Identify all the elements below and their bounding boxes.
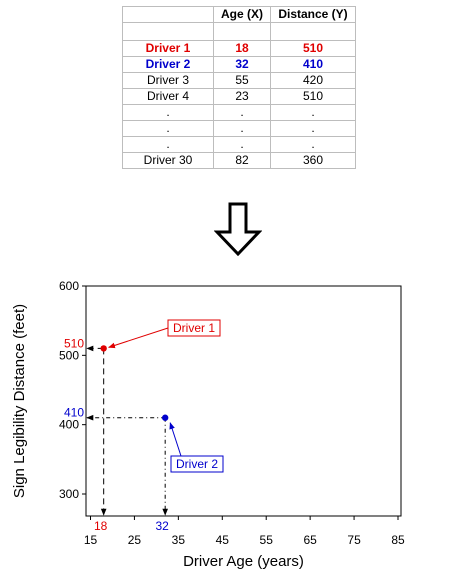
table-header-row: Age (X) Distance (Y) <box>122 6 356 23</box>
scatter-chart: 300 400 500 600 15 25 35 45 55 65 75 85 Driver Age (… <box>11 279 405 570</box>
row-distance: 510 <box>270 88 356 105</box>
table-row: . . . <box>122 104 356 121</box>
row-age: 18 <box>213 40 271 57</box>
header-driver <box>122 6 214 23</box>
row-label: . <box>122 120 214 137</box>
x-tick-label: 15 <box>84 533 98 547</box>
point-x-value-label: 32 <box>155 519 169 533</box>
y-tick-label: 500 <box>59 348 79 362</box>
x-tick-label: 55 <box>260 533 274 547</box>
row-distance: . <box>270 104 356 121</box>
callout-arrow <box>169 422 182 457</box>
table-row: Driver 1 18 510 <box>122 40 356 57</box>
callout-label: Driver 2 <box>176 457 218 471</box>
row-label: Driver 1 <box>122 40 214 57</box>
y-tick-label: 400 <box>59 418 79 432</box>
point-y-value-label: 510 <box>64 336 84 350</box>
header-distance: Distance (Y) <box>270 6 356 23</box>
y-tick-label: 300 <box>59 487 79 501</box>
row-label: . <box>122 104 214 121</box>
x-tick-label: 35 <box>172 533 186 547</box>
table-row: Driver 2 32 410 <box>122 56 356 73</box>
row-age: . <box>213 136 271 153</box>
row-label: . <box>122 136 214 153</box>
table-row: . . . <box>122 120 356 137</box>
callout-label: Driver 1 <box>173 321 215 335</box>
data-point <box>161 414 169 421</box>
row-age: . <box>213 104 271 121</box>
y-axis-label: Sign Legibility Distance (feet) <box>11 304 28 498</box>
table-spacer-row <box>122 22 356 41</box>
table-row: Driver 4 23 510 <box>122 88 356 105</box>
point-y-value-label: 410 <box>64 406 84 420</box>
row-label: Driver 3 <box>122 72 214 89</box>
row-age: 55 <box>213 72 271 89</box>
row-distance: 360 <box>270 152 356 169</box>
row-age: 82 <box>213 152 271 169</box>
row-age: . <box>213 120 271 137</box>
row-distance: 510 <box>270 40 356 57</box>
down-arrow-icon <box>213 202 263 257</box>
data-table: Age (X) Distance (Y) Driver 1 18 510 Dri… <box>122 6 356 169</box>
x-tick-label: 65 <box>303 533 317 547</box>
row-age: 32 <box>213 56 271 73</box>
x-tick-label: 85 <box>391 533 405 547</box>
row-distance: . <box>270 136 356 153</box>
table-row: Driver 3 55 420 <box>122 72 356 89</box>
row-distance: . <box>270 120 356 137</box>
table-row: . . . <box>122 136 356 153</box>
y-tick-label: 600 <box>59 279 79 293</box>
data-point <box>100 345 107 352</box>
x-tick-label: 25 <box>128 533 142 547</box>
callout-arrow <box>108 327 169 349</box>
callout-box <box>170 455 224 473</box>
row-distance: 420 <box>270 72 356 89</box>
point-x-value-label: 18 <box>94 519 108 533</box>
x-axis-label: Driver Age (years) <box>183 553 304 570</box>
row-age: 23 <box>213 88 271 105</box>
table-row: Driver 30 82 360 <box>122 152 356 169</box>
row-label: Driver 2 <box>122 56 214 73</box>
x-tick-label: 45 <box>216 533 230 547</box>
row-label: Driver 30 <box>122 152 214 169</box>
header-age: Age (X) <box>213 6 271 23</box>
x-tick-label: 75 <box>347 533 361 547</box>
row-distance: 410 <box>270 56 356 73</box>
plot-frame <box>85 285 402 517</box>
row-label: Driver 4 <box>122 88 214 105</box>
